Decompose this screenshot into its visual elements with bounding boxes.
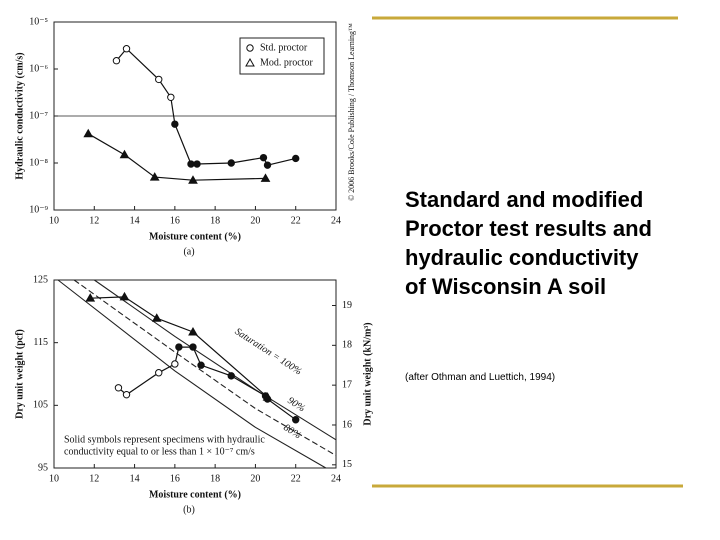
y-tick-label: 10⁻⁶ <box>29 63 48 74</box>
x-tick-label: 18 <box>210 215 220 226</box>
legend-marker <box>245 57 255 67</box>
x-tick-label: 10 <box>49 473 59 484</box>
legend-marker <box>246 44 254 52</box>
data-point <box>193 160 201 168</box>
y-tick-label: 115 <box>33 337 48 348</box>
data-point <box>197 361 205 369</box>
y-tick-label: 10⁻⁵ <box>29 16 48 27</box>
curve-label: 90% <box>285 395 306 414</box>
data-point <box>171 120 179 128</box>
chart-subtitle: (b) <box>183 504 195 515</box>
saturation-curve <box>73 279 337 456</box>
x-axis-label: Moisture content (%) <box>149 231 241 242</box>
data-point <box>260 173 271 182</box>
saturation-curve <box>93 279 337 441</box>
x-tick-label: 16 <box>170 215 180 226</box>
data-point <box>188 327 198 336</box>
citation: (after Othman and Luettich, 1994) <box>405 372 556 383</box>
y-tick-label: 105 <box>33 400 48 411</box>
x-tick-label: 22 <box>291 215 301 226</box>
data-point <box>262 392 273 401</box>
data-point <box>122 390 131 399</box>
data-point <box>122 45 131 53</box>
x-tick-label: 20 <box>250 215 260 226</box>
y2-tick-label: 17 <box>342 379 352 390</box>
x-tick-label: 18 <box>210 473 220 484</box>
data-point <box>119 291 130 301</box>
data-point <box>151 313 162 322</box>
data-point <box>227 159 235 167</box>
x-tick-label: 16 <box>170 473 180 484</box>
x-tick-label: 12 <box>89 215 99 226</box>
chart-subtitle: (a) <box>183 246 194 257</box>
credit: © 2006 Brooks/Cole Publishing / Thomson … <box>347 23 356 201</box>
x-tick-label: 14 <box>130 215 140 226</box>
y-tick-label: 10⁻⁹ <box>29 204 48 215</box>
slide-heading: Standard and modified Proctor test resul… <box>405 187 652 299</box>
legend-label: Mod. proctor <box>260 57 313 68</box>
data-point <box>119 149 130 159</box>
x-tick-label: 22 <box>291 473 301 484</box>
data-point <box>227 372 235 380</box>
compaction-curve <box>87 133 266 181</box>
x-axis-label: Moisture content (%) <box>149 489 241 500</box>
data-point <box>167 93 175 101</box>
data-point <box>292 154 300 163</box>
y-axis-label: Dry unit weight (pcf) <box>14 329 25 419</box>
y-axis-label: Hydraulic conductivity (cm/s) <box>14 52 25 179</box>
x-tick-label: 24 <box>331 473 341 484</box>
y-tick-label: 125 <box>33 274 48 285</box>
curve-label: 80% <box>281 422 302 441</box>
data-point <box>292 416 300 424</box>
note: conductivity equal to or less than 1 × 1… <box>64 446 255 457</box>
saturation-curve <box>57 279 327 469</box>
curve-label: Saturation = 100% <box>233 326 304 377</box>
y2-tick-label: 19 <box>342 300 352 311</box>
x-tick-label: 14 <box>130 473 140 484</box>
note: Solid symbols represent specimens with h… <box>64 434 265 445</box>
y-tick-label: 10⁻⁷ <box>29 110 48 121</box>
data-point <box>175 343 183 351</box>
data-point <box>85 293 96 302</box>
x-tick-label: 12 <box>89 473 99 484</box>
y-tick-label: 95 <box>38 462 48 473</box>
plot-frame <box>53 279 337 469</box>
data-point <box>171 360 179 368</box>
y-tick-label: 10⁻⁸ <box>29 157 48 168</box>
data-point <box>155 369 163 377</box>
data-point <box>114 384 123 392</box>
data-point <box>189 343 197 351</box>
data-point <box>263 161 272 169</box>
y2-tick-label: 15 <box>342 459 352 470</box>
x-tick-label: 24 <box>331 215 341 226</box>
legend-box <box>239 37 325 75</box>
data-point <box>259 153 268 162</box>
data-point <box>188 175 198 184</box>
legend-label: Std. proctor <box>260 42 308 53</box>
y2-axis-label: Dry unit weight (kN/m³) <box>362 322 373 425</box>
y2-tick-label: 18 <box>342 340 352 351</box>
data-point <box>155 75 163 84</box>
data-point <box>149 172 160 181</box>
data-point <box>112 57 121 65</box>
y2-tick-label: 16 <box>342 419 352 430</box>
x-tick-label: 10 <box>49 215 59 226</box>
x-tick-label: 20 <box>250 473 260 484</box>
data-point <box>187 160 195 168</box>
data-point <box>83 128 94 138</box>
